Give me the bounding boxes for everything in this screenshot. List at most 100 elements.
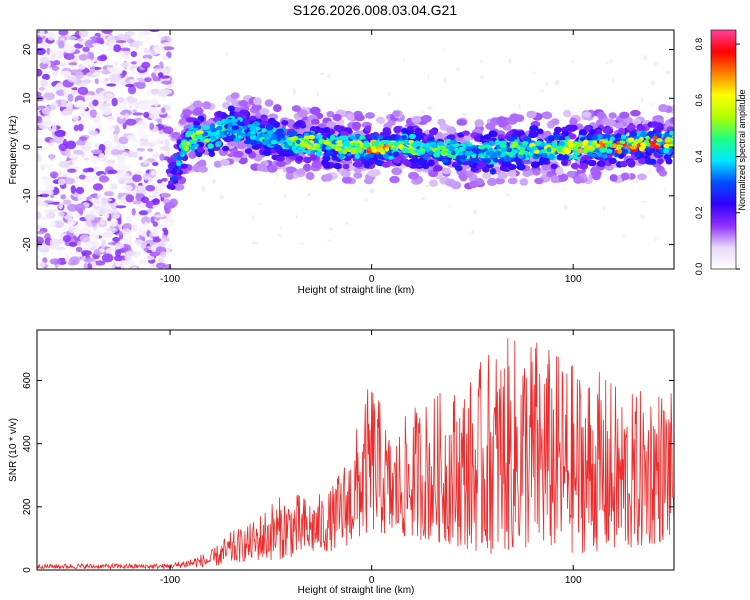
ridge-mark	[608, 157, 617, 165]
noise-blob	[72, 114, 79, 122]
ridge-mark	[462, 130, 470, 136]
noise-blob	[108, 125, 114, 131]
noise-blob	[92, 183, 104, 191]
noise-blob	[149, 106, 157, 115]
noise-blob	[53, 220, 65, 228]
ridge-mark	[322, 127, 330, 134]
ridge-mark	[364, 154, 370, 161]
ridge-mark	[644, 158, 652, 165]
ridge-mark	[243, 129, 249, 133]
noise-blob	[41, 107, 51, 115]
ridge-mark	[267, 130, 274, 136]
ridge-mark	[561, 154, 570, 161]
noise-blob	[111, 97, 118, 107]
ridge-mark	[531, 146, 538, 151]
ridge-mark	[264, 99, 274, 107]
y-tick-label: -20	[22, 237, 33, 252]
noise-blob	[109, 73, 121, 82]
ridge-mark	[464, 151, 471, 157]
ridge-mark	[446, 126, 457, 135]
noise-blob	[97, 190, 104, 200]
ridge-mark	[216, 141, 222, 146]
noise-blob	[126, 216, 133, 223]
noise-speck	[571, 111, 577, 116]
x-tick-label: 0	[369, 274, 375, 285]
ridge-mark	[270, 140, 278, 145]
noise-blob	[59, 70, 72, 76]
ridge-mark	[166, 183, 174, 190]
noise-speck	[170, 79, 175, 84]
ridge-mark	[550, 163, 558, 170]
ridge-mark	[384, 146, 390, 152]
noise-blob	[152, 161, 159, 167]
noise-blob	[69, 256, 80, 266]
ridge-mark	[434, 150, 441, 155]
ridge-mark	[418, 148, 426, 153]
noise-blob	[39, 193, 50, 198]
ridge-mark	[522, 141, 529, 146]
ridge-mark	[273, 104, 282, 113]
noise-blob	[138, 120, 143, 126]
ridge-mark	[397, 140, 405, 145]
ridge-mark	[401, 134, 407, 141]
noise-blob	[121, 227, 132, 235]
ridge-mark	[518, 151, 525, 155]
ridge-mark	[228, 134, 236, 140]
noise-blob	[152, 98, 159, 103]
noise-blob	[67, 218, 77, 226]
noise-blob	[140, 196, 150, 204]
ridge-mark	[403, 148, 409, 153]
ridge-mark	[427, 150, 434, 156]
noise-speck	[435, 115, 439, 120]
noise-blob	[167, 84, 173, 89]
noise-blob	[158, 257, 164, 263]
noise-blob	[37, 111, 41, 117]
ridge-mark	[227, 126, 233, 132]
colorbar-tick-label: 0.8	[694, 38, 704, 51]
noise-blob	[160, 192, 171, 199]
ridge-mark	[550, 118, 560, 126]
noise-blob	[80, 145, 92, 151]
noise-blob	[132, 266, 137, 269]
noise-blob	[73, 124, 80, 132]
ridge-mark	[485, 144, 492, 149]
ridge-mark	[383, 140, 390, 144]
colorbar-tick-label: 0.4	[694, 150, 704, 163]
noise-speck	[563, 204, 568, 210]
noise-speck	[279, 225, 283, 231]
noise-blob	[77, 86, 89, 95]
noise-speck	[388, 91, 391, 96]
ridge-mark	[176, 160, 182, 167]
ridge-mark	[458, 146, 466, 152]
noise-blob	[138, 156, 143, 161]
ridge-mark	[664, 137, 672, 143]
ridge-mark	[411, 157, 419, 164]
noise-blob	[121, 152, 129, 159]
noise-blob	[37, 91, 42, 97]
ridge-mark	[507, 177, 518, 185]
noise-blob	[115, 205, 127, 209]
snr-series-line	[37, 337, 674, 570]
ridge-mark	[649, 144, 656, 149]
noise-speck	[344, 221, 349, 225]
noise-speck	[299, 242, 305, 245]
ridge-mark	[617, 149, 622, 154]
noise-blob	[89, 109, 97, 118]
noise-blob	[43, 91, 55, 101]
noise-blob	[37, 153, 40, 162]
ridge-mark	[573, 176, 585, 183]
ridge-mark	[479, 154, 486, 159]
ridge-mark	[262, 149, 272, 157]
noise-blob	[87, 51, 93, 60]
noise-blob	[157, 118, 162, 125]
noise-speck	[461, 113, 468, 116]
noise-blob	[121, 49, 131, 59]
noise-blob	[65, 132, 70, 137]
ridge-mark	[488, 140, 496, 146]
noise-blob	[105, 247, 116, 255]
ridge-mark	[295, 139, 301, 145]
noise-blob	[53, 60, 61, 66]
ridge-mark	[561, 130, 569, 137]
ridge-mark	[188, 150, 197, 159]
ridge-mark	[501, 160, 511, 168]
